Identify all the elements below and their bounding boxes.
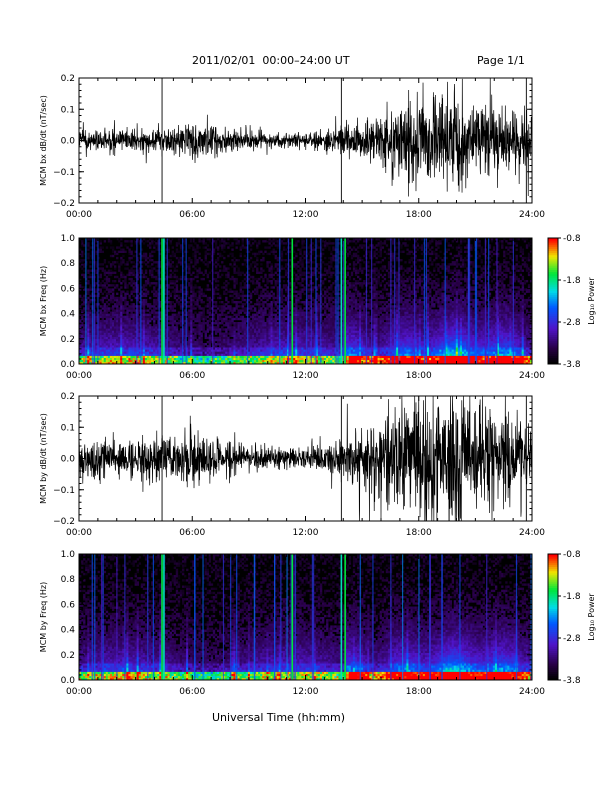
panel-2-spectrogram: [79, 238, 533, 365]
colorbar-tick-label: -3.8: [563, 360, 581, 370]
y-tick-label: 0.0: [61, 360, 76, 370]
colorbar-tick-label: -2.8: [563, 318, 581, 328]
x-tick-label: 06:00: [179, 528, 205, 538]
colorbar-label: Log₁₀ Power: [587, 277, 596, 325]
y-tick-label: 0.1: [61, 423, 75, 433]
x-tick-label: 24:00: [519, 210, 545, 220]
y-tick-label: 0.2: [61, 335, 75, 345]
y-tick-label: 0.8: [61, 259, 76, 269]
x-tick-label: 18:00: [406, 528, 432, 538]
y-tick-label: 0.4: [61, 626, 76, 636]
y-axis-label: MCM by Freq (Hz): [39, 582, 48, 652]
x-tick-label: 00:00: [66, 210, 92, 220]
x-tick-label: 24:00: [519, 528, 545, 538]
x-tick-label: 00:00: [66, 528, 92, 538]
x-tick-label: 06:00: [179, 210, 205, 220]
colorbar-tick-label: -0.8: [563, 234, 581, 244]
y-tick-label: −0.1: [53, 486, 75, 496]
data-series-line: [79, 78, 532, 197]
y-axis-label: MCM bx dB/dt (nT/sec): [39, 95, 48, 186]
y-tick-label: 0.6: [61, 284, 76, 294]
y-tick-label: 1.0: [61, 234, 76, 244]
y-tick-label: 0.2: [61, 392, 75, 402]
y-tick-label: 0.2: [61, 74, 75, 84]
y-axis-label: MCM bx Freq (Hz): [39, 266, 48, 336]
y-tick-label: 1.0: [61, 550, 76, 560]
x-tick-label: 00:00: [66, 687, 92, 697]
y-tick-label: −0.1: [53, 168, 75, 178]
y-tick-label: 0.8: [61, 575, 76, 585]
x-tick-label: 12:00: [293, 210, 319, 220]
y-tick-label: 0.0: [61, 137, 76, 147]
colorbar-label: Log₁₀ Power: [587, 593, 596, 641]
colorbar-frame: [547, 237, 559, 365]
x-tick-label: 12:00: [293, 687, 319, 697]
y-tick-label: 0.0: [61, 455, 76, 465]
panel-4-colorbar: -0.8 -1.8 -2.8 -3.8 Log₁₀ Power: [547, 550, 596, 686]
colorbar-tick-label: -1.8: [563, 276, 581, 286]
x-tick-label: 18:00: [406, 687, 432, 697]
figure-title: 2011/02/01 00:00–24:00 UT: [192, 54, 350, 67]
y-tick-label: 0.0: [61, 676, 76, 686]
y-tick-label: −0.2: [53, 517, 75, 527]
x-tick-label: 06:00: [179, 687, 205, 697]
x-tick-label: 24:00: [519, 371, 545, 381]
y-tick-label: 0.4: [61, 310, 76, 320]
x-tick-label: 24:00: [519, 687, 545, 697]
y-tick-label: 0.2: [61, 651, 75, 661]
x-tick-label: 12:00: [293, 371, 319, 381]
x-axis-title: Universal Time (hh:mm): [212, 711, 345, 724]
y-tick-label: 0.6: [61, 600, 76, 610]
y-tick-label: −0.2: [53, 199, 75, 209]
panel-4-spectrogram: [79, 554, 533, 681]
x-tick-label: 12:00: [293, 528, 319, 538]
y-tick-label: 0.1: [61, 105, 75, 115]
panel-3-axes: 00:00 06:00 12:00 18:00 24:00 −0.2 −0.1 0.0 0.1 0…: [39, 392, 545, 538]
panel-1-axes: 00:00 06:00 12:00 18:00 24:00 −0.2 −0.1 0.0 0.1 0…: [39, 74, 545, 220]
colorbar-tick-label: -2.8: [563, 634, 581, 644]
colorbar-tick-label: -0.8: [563, 550, 581, 560]
page-indicator: Page 1/1: [477, 54, 525, 67]
x-tick-label: 06:00: [179, 371, 205, 381]
panel-4-axes: 00:00 06:00 12:00 18:00 24:00 0.0 0.2 0.4 0.6 0.8…: [39, 550, 545, 697]
x-tick-label: 00:00: [66, 371, 92, 381]
panel-2-axes: 00:00 06:00 12:00 18:00 24:00 0.0 0.2 0.4 0.6 0.8…: [39, 234, 545, 381]
y-axis-label: MCM by dB/dt (nT/sec): [39, 413, 48, 504]
panel-2-colorbar: -0.8 -1.8 -2.8 -3.8 Log₁₀ Power: [547, 234, 596, 370]
data-series-line: [79, 396, 532, 521]
colorbar-tick-label: -3.8: [563, 676, 581, 686]
x-tick-label: 18:00: [406, 371, 432, 381]
colorbar-tick-label: -1.8: [563, 592, 581, 602]
colorbar-frame: [547, 553, 559, 681]
x-tick-label: 18:00: [406, 210, 432, 220]
